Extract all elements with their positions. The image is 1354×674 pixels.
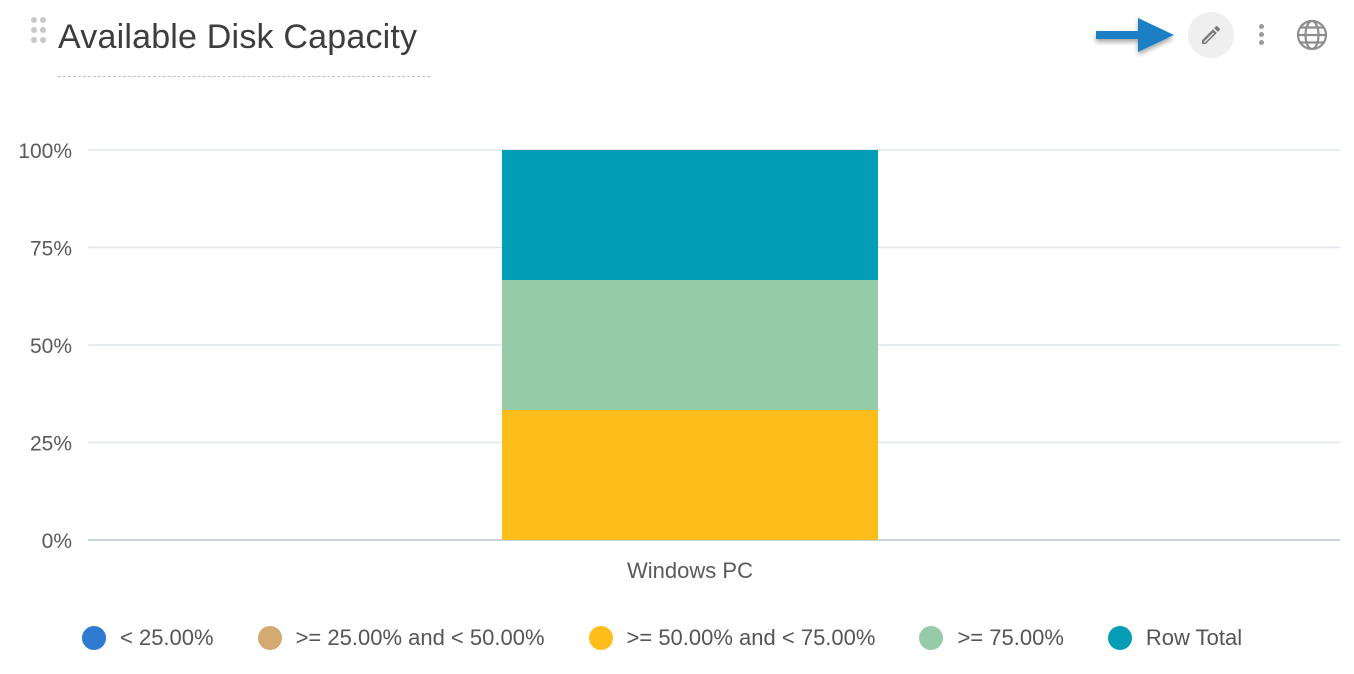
chart-legend: < 25.00% >= 25.00% and < 50.00% >= 50.00% …	[82, 622, 1286, 654]
bar-segment[interactable]	[502, 280, 878, 411]
legend-swatch	[919, 626, 944, 650]
more-options-button[interactable]	[1250, 18, 1274, 52]
globe-icon[interactable]	[1294, 17, 1330, 53]
arrow-pointer-icon	[1096, 18, 1174, 52]
legend-label: >= 75.00%	[957, 625, 1064, 650]
legend-label: < 25.00%	[120, 625, 214, 650]
legend-label: >= 25.00% and < 50.00%	[295, 625, 545, 650]
legend-swatch	[257, 626, 282, 650]
y-tick-label: 50%	[30, 335, 72, 358]
bar-segment[interactable]	[502, 410, 878, 540]
more-vertical-icon	[1259, 24, 1264, 29]
legend-swatch	[588, 626, 613, 650]
y-tick-label: 100%	[18, 140, 72, 163]
legend-label: >= 50.00% and < 75.00%	[626, 625, 876, 650]
edit-button[interactable]	[1188, 12, 1234, 58]
legend-label: Row Total	[1145, 625, 1243, 650]
legend-item[interactable]: >= 50.00% and < 75.00%	[588, 625, 876, 651]
legend-swatch	[1107, 626, 1132, 650]
y-tick-label: 75%	[30, 238, 72, 261]
pencil-icon	[1202, 25, 1221, 44]
title-underline	[58, 76, 430, 77]
stacked-bar-chart: 0% 25% 50% 75% 100% Windows PC	[18, 140, 1340, 583]
legend-item[interactable]: < 25.00%	[82, 625, 214, 651]
y-tick-label: 25%	[30, 433, 72, 456]
widget-title: Available Disk Capacity	[58, 18, 418, 56]
drag-handle-icon[interactable]	[30, 17, 48, 47]
legend-item[interactable]: >= 75.00%	[919, 625, 1064, 651]
y-tick-label: 0%	[42, 530, 72, 553]
legend-swatch	[82, 626, 106, 650]
legend-item[interactable]: >= 25.00% and < 50.00%	[257, 625, 545, 651]
legend-item[interactable]: Row Total	[1107, 625, 1243, 651]
x-tick-label: Windows PC	[627, 558, 753, 583]
bar-segment[interactable]	[502, 150, 878, 281]
